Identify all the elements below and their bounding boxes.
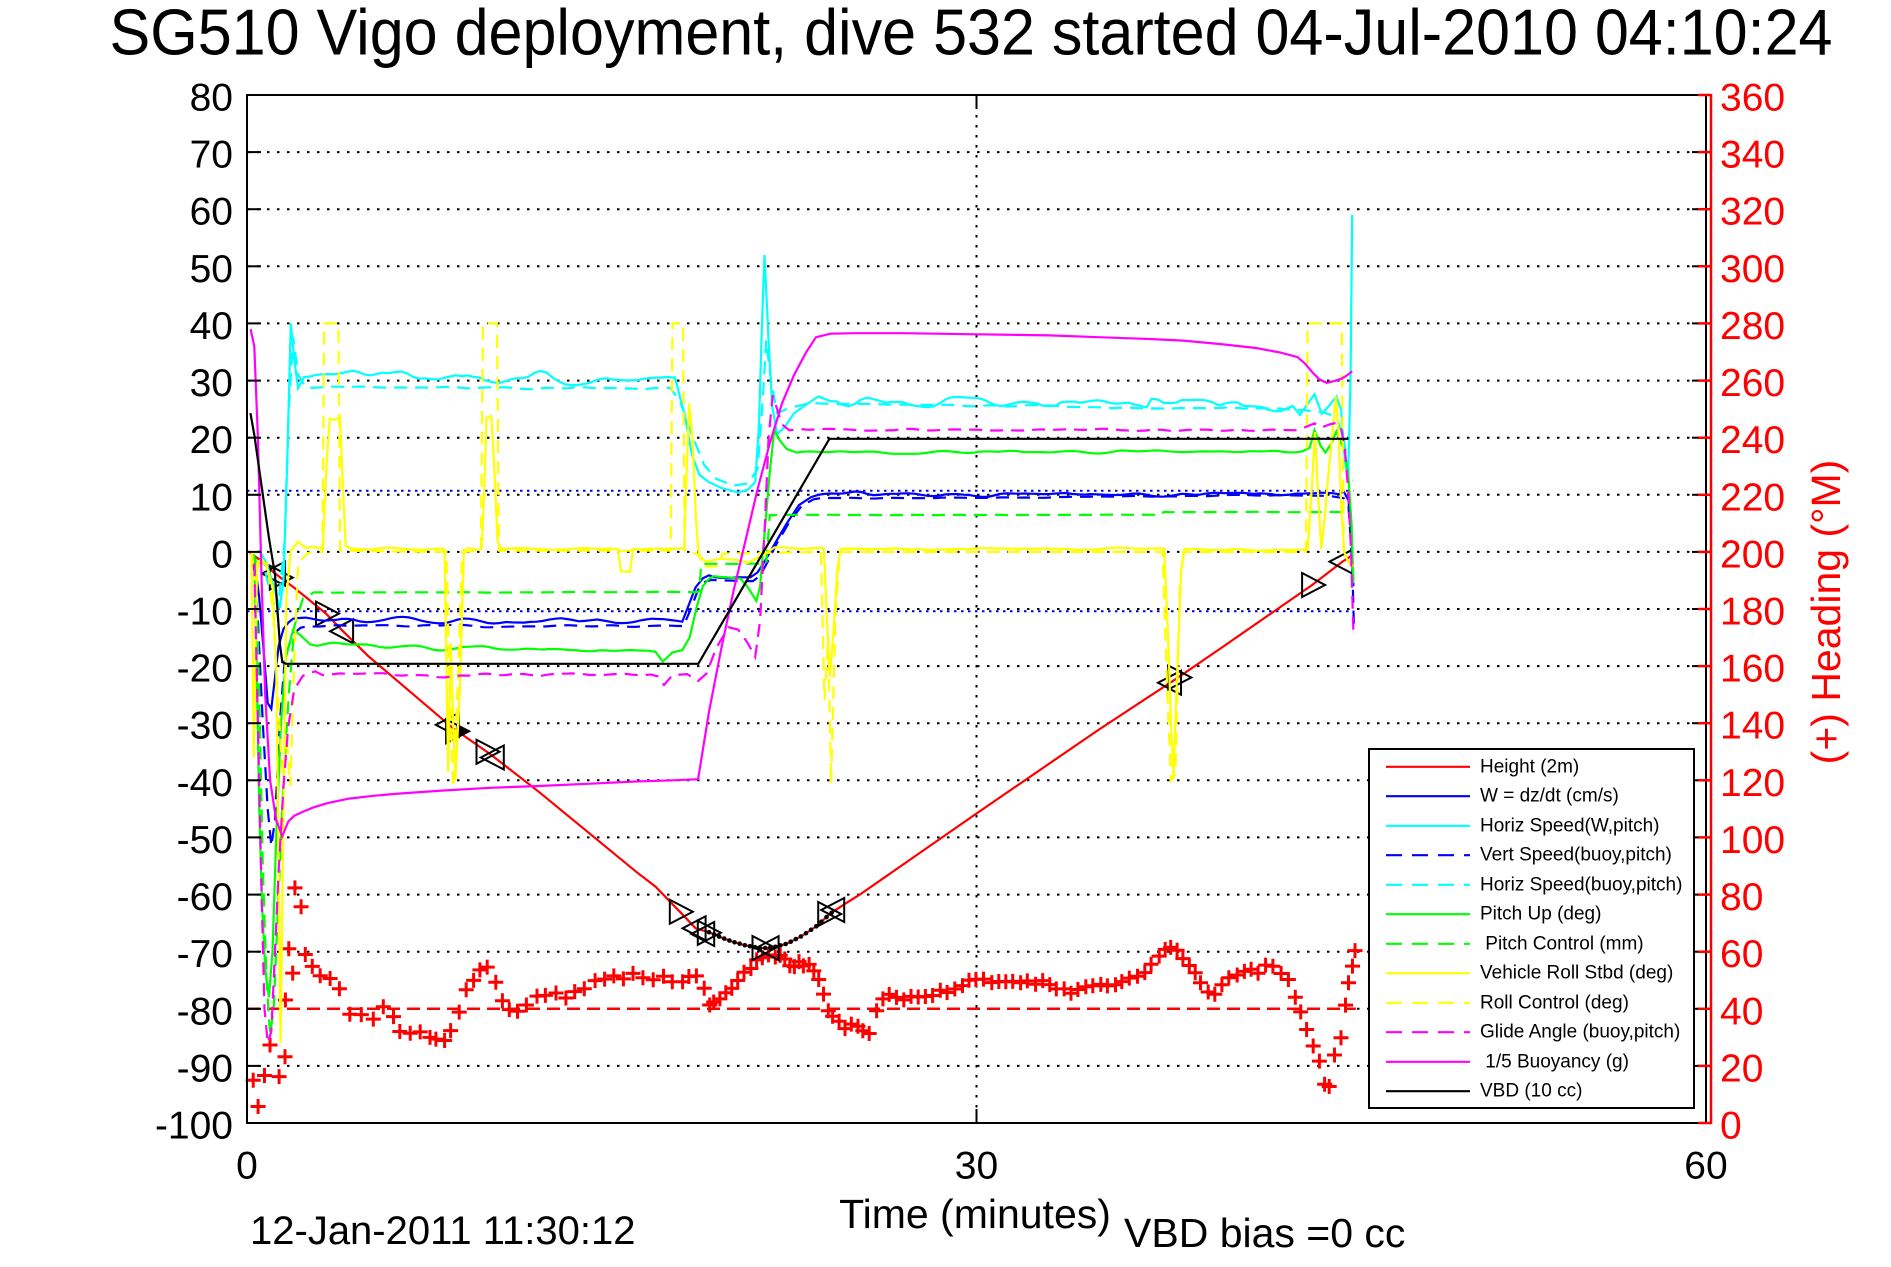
svg-text:W = dz/dt (cm/s): W = dz/dt (cm/s)	[1480, 786, 1619, 807]
svg-text:60: 60	[190, 191, 233, 234]
svg-text:140: 140	[1720, 705, 1785, 748]
svg-text:SG510 Vigo deployment, dive 53: SG510 Vigo deployment, dive 532 started …	[110, 0, 1833, 69]
svg-text:Vert Speed(buoy,pitch): Vert Speed(buoy,pitch)	[1480, 845, 1672, 866]
svg-text:-20: -20	[177, 648, 233, 691]
svg-text:Roll Control (deg): Roll Control (deg)	[1480, 992, 1629, 1013]
svg-text:VBD (10 cc): VBD (10 cc)	[1480, 1081, 1582, 1102]
svg-text:-70: -70	[177, 933, 233, 976]
svg-text:30: 30	[955, 1145, 998, 1188]
svg-text:VBD bias =0 cc: VBD bias =0 cc	[1124, 1210, 1405, 1256]
svg-text:-40: -40	[177, 762, 233, 805]
svg-text:40: 40	[190, 305, 233, 348]
svg-text:-60: -60	[177, 876, 233, 919]
svg-text:120: 120	[1720, 762, 1785, 805]
svg-text:-100: -100	[155, 1105, 233, 1148]
svg-text:180: 180	[1720, 591, 1785, 634]
svg-text:0: 0	[1720, 1105, 1742, 1148]
svg-text:-80: -80	[177, 990, 233, 1033]
svg-text:30: 30	[190, 362, 233, 405]
svg-text:60: 60	[1684, 1145, 1727, 1188]
svg-text:10: 10	[190, 476, 233, 519]
svg-text:Horiz Speed(W,pitch): Horiz Speed(W,pitch)	[1480, 815, 1660, 836]
svg-text:-90: -90	[177, 1047, 233, 1090]
svg-text:Height (2m): Height (2m)	[1480, 756, 1579, 777]
svg-text:80: 80	[190, 77, 233, 120]
svg-text:160: 160	[1720, 648, 1785, 691]
svg-text:220: 220	[1720, 476, 1785, 519]
svg-text:20: 20	[190, 419, 233, 462]
svg-text:Time (minutes): Time (minutes)	[839, 1191, 1111, 1237]
svg-text:100: 100	[1720, 819, 1785, 862]
svg-text:Pitch Up (deg): Pitch Up (deg)	[1480, 904, 1601, 925]
svg-text:260: 260	[1720, 362, 1785, 405]
svg-text:50: 50	[190, 248, 233, 291]
svg-text:Horiz Speed(buoy,pitch): Horiz Speed(buoy,pitch)	[1480, 874, 1682, 895]
svg-text:-50: -50	[177, 819, 233, 862]
svg-text:1/5 Buoyancy (g): 1/5 Buoyancy (g)	[1480, 1051, 1629, 1072]
svg-text:20: 20	[1720, 1047, 1763, 1090]
svg-text:(+) Heading (°M): (+) Heading (°M)	[1803, 460, 1849, 765]
svg-text:280: 280	[1720, 305, 1785, 348]
svg-text:300: 300	[1720, 248, 1785, 291]
svg-text:-10: -10	[177, 591, 233, 634]
svg-text:12-Jan-2011 11:30:12: 12-Jan-2011 11:30:12	[250, 1209, 636, 1253]
svg-text:0: 0	[211, 533, 233, 576]
svg-text:60: 60	[1720, 933, 1763, 976]
svg-text:320: 320	[1720, 191, 1785, 234]
svg-text:-30: -30	[177, 705, 233, 748]
svg-text:80: 80	[1720, 876, 1763, 919]
svg-text:200: 200	[1720, 533, 1785, 576]
svg-text:0: 0	[236, 1145, 258, 1188]
svg-text:Glide Angle (buoy,pitch): Glide Angle (buoy,pitch)	[1480, 1022, 1680, 1043]
svg-text:70: 70	[190, 134, 233, 177]
svg-text:40: 40	[1720, 990, 1763, 1033]
svg-text:240: 240	[1720, 419, 1785, 462]
svg-text:340: 340	[1720, 134, 1785, 177]
svg-text:Vehicle Roll Stbd (deg): Vehicle Roll Stbd (deg)	[1480, 963, 1673, 984]
svg-text:Pitch Control (mm): Pitch Control (mm)	[1480, 933, 1644, 954]
svg-text:360: 360	[1720, 77, 1785, 120]
